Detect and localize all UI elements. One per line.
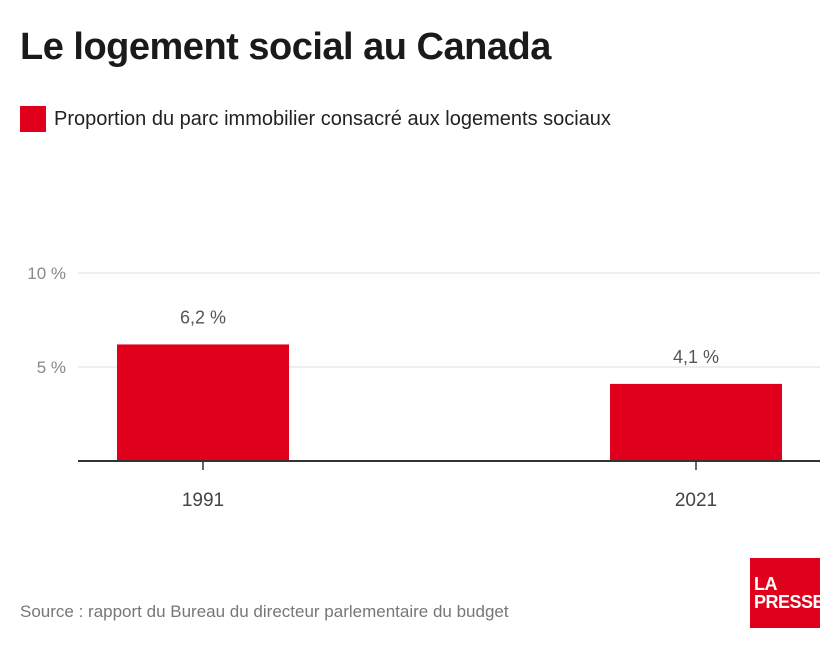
x-tick-label: 2021 [675,490,717,511]
data-label: 6,2 % [180,307,226,327]
logo-line-1: LA [754,574,778,594]
chart-title: Le logement social au Canada [20,26,551,68]
logo-line-2: PRESSE [754,592,825,612]
source-note: Source : rapport du Bureau du directeur … [20,602,509,621]
legend-swatch [20,106,46,132]
x-tick-label: 1991 [182,490,224,511]
data-label: 4,1 % [673,347,719,367]
y-tick-label: 10 % [27,264,66,283]
y-tick-label: 5 % [37,358,66,377]
bar [610,383,782,461]
bar [117,344,289,461]
la-presse-logo: LA PRESSE [750,558,825,628]
legend-label: Proportion du parc immobilier consacré a… [54,108,611,130]
legend: Proportion du parc immobilier consacré a… [20,106,611,132]
